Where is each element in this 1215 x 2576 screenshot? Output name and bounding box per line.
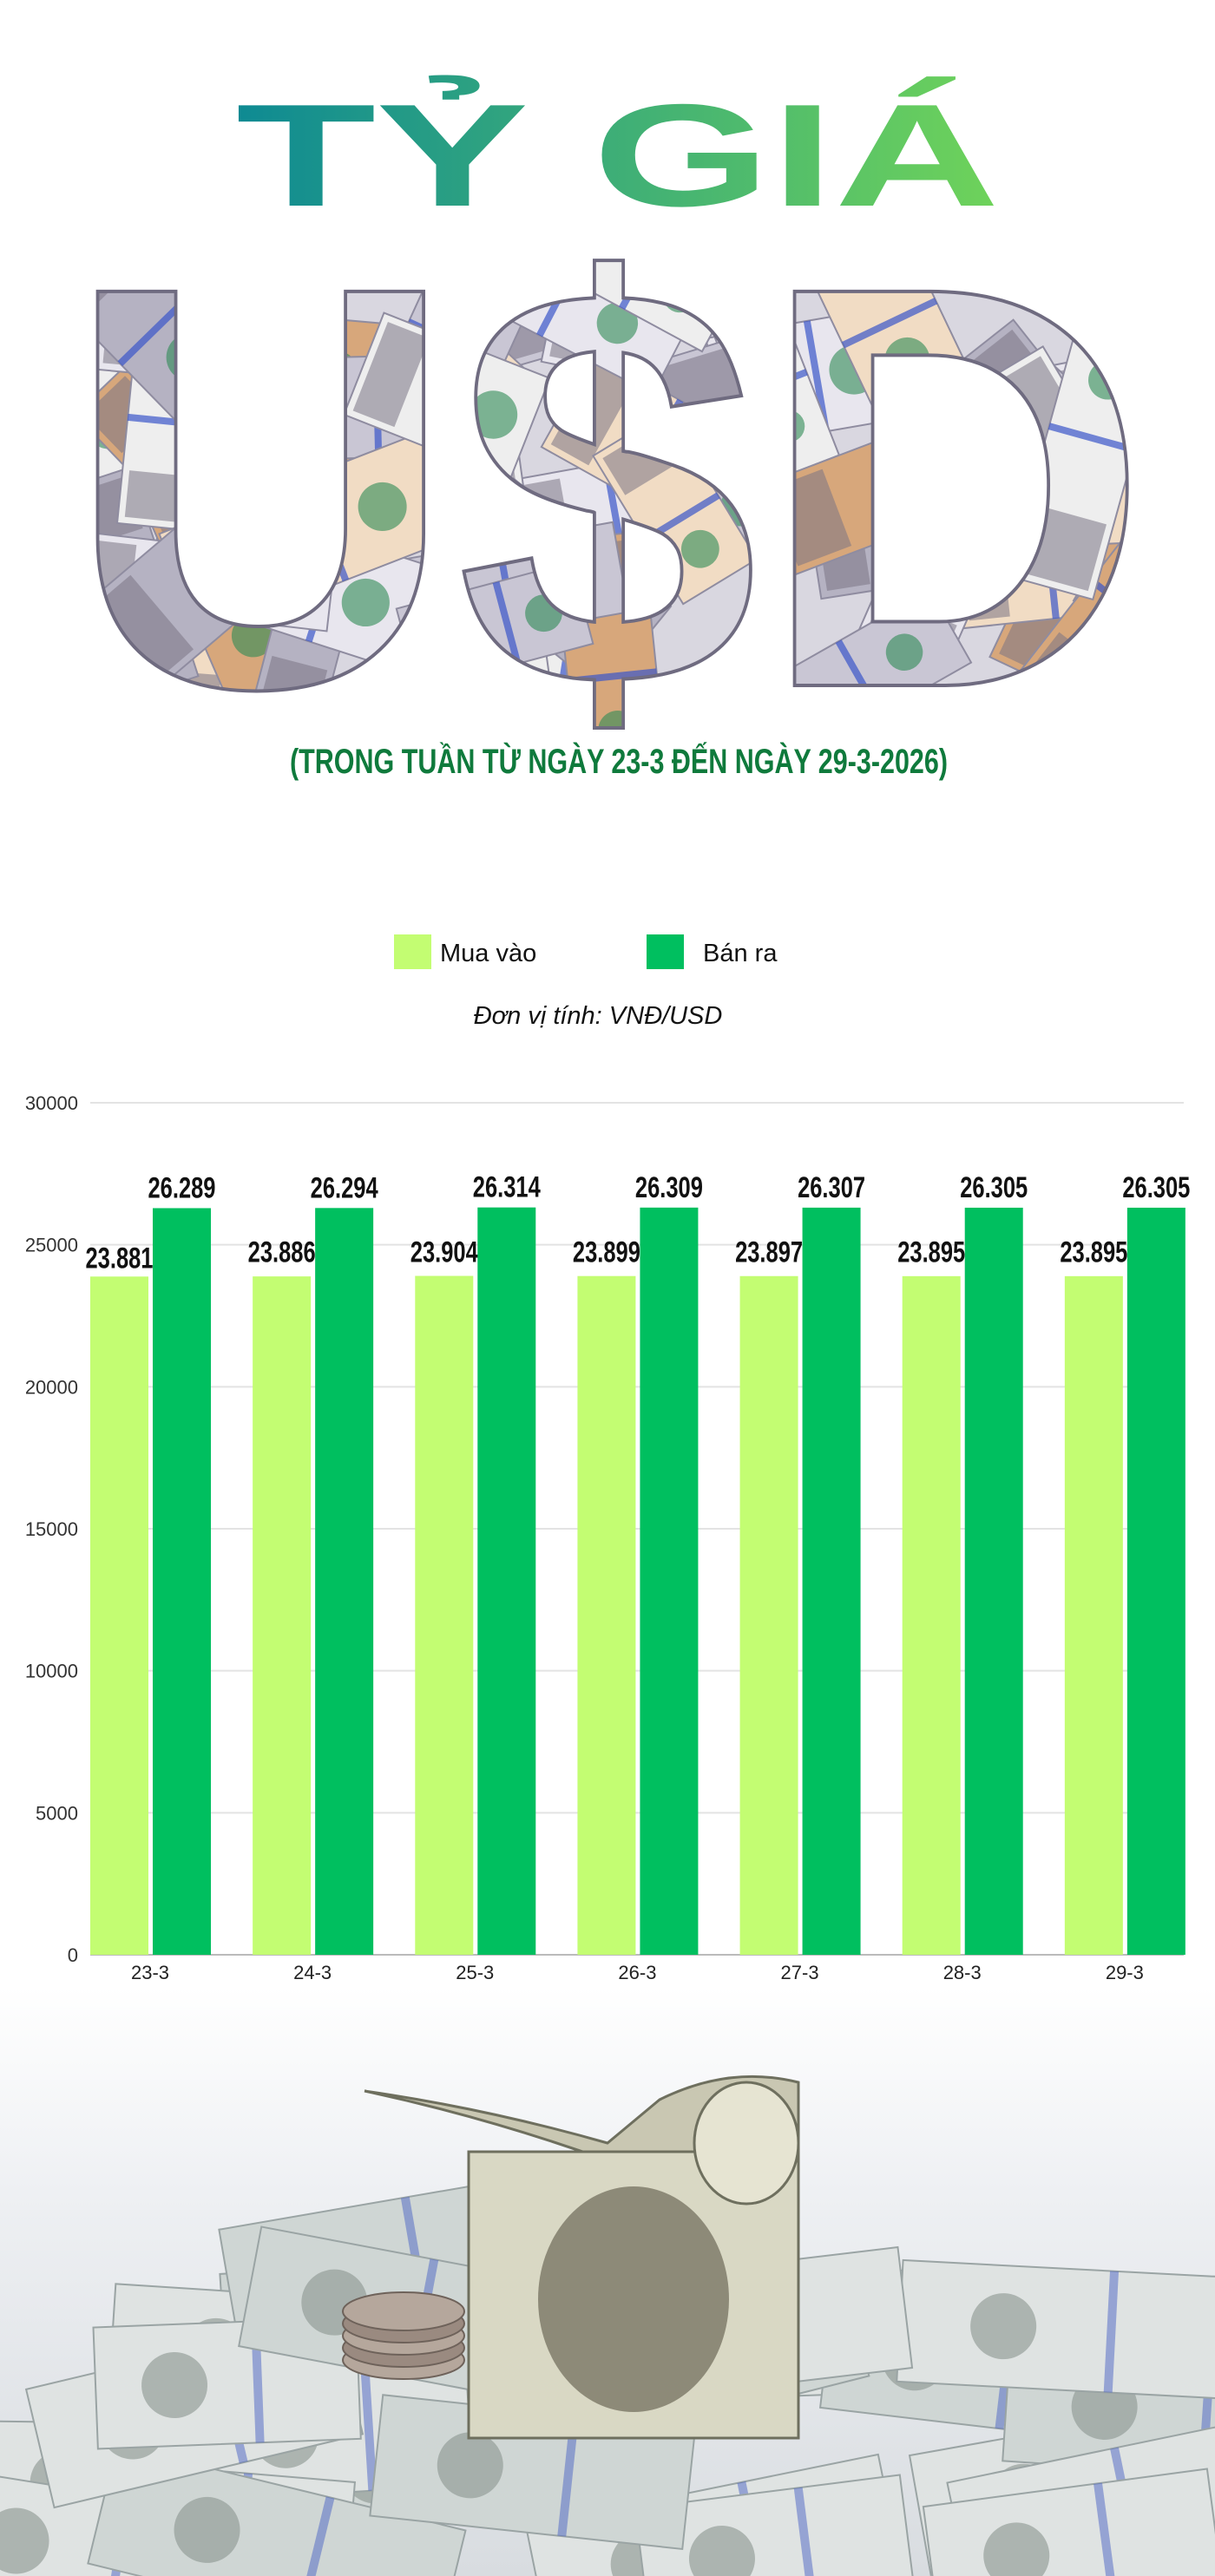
bar-sell — [1126, 1207, 1185, 1955]
value-label-sell: 26.305 — [1122, 1171, 1190, 1204]
value-label-sell: 26.307 — [798, 1171, 865, 1204]
money-photo — [0, 1987, 1215, 2576]
banknote-shape — [719, 588, 973, 783]
value-label-buy: 23.904 — [410, 1236, 478, 1269]
bar-buy — [90, 1276, 148, 1955]
banknote-shape — [896, 2258, 1215, 2401]
bar-buy — [739, 1275, 798, 1955]
x-tick-label: 26-3 — [618, 1962, 656, 1983]
banknote-shape — [794, 200, 974, 423]
value-label-buy: 23.895 — [897, 1236, 965, 1269]
bar-sell — [477, 1207, 536, 1955]
x-tick-label: 23-3 — [131, 1962, 169, 1983]
y-tick-label: 0 — [68, 1944, 78, 1966]
bar-buy — [902, 1275, 961, 1955]
value-label-buy: 23.895 — [1060, 1236, 1127, 1269]
x-tick-label: 25-3 — [456, 1962, 494, 1983]
banknote-shape — [74, 457, 331, 699]
value-label-buy: 23.886 — [248, 1236, 316, 1269]
chart-legend: Mua vào Bán ra — [394, 934, 778, 969]
banknote-shape — [592, 410, 759, 606]
bar-sell — [802, 1207, 861, 1955]
x-tick-label: 27-3 — [781, 1962, 819, 1983]
y-tick-label: 30000 — [25, 1092, 78, 1114]
value-label-sell: 26.314 — [473, 1171, 541, 1204]
unit-note: Đơn vị tính: VNĐ/USD — [474, 1002, 723, 1030]
value-label-sell: 26.309 — [635, 1171, 703, 1204]
bar-buy — [1064, 1275, 1123, 1955]
bar-buy — [415, 1275, 474, 1955]
banknote-shape — [342, 311, 551, 482]
value-label-sell: 26.294 — [311, 1171, 378, 1204]
banknote-shape — [1015, 506, 1150, 722]
bar-sell — [964, 1207, 1023, 1955]
bar-sell — [640, 1207, 699, 1955]
banknote-shape — [516, 182, 740, 353]
banknote-shape — [392, 175, 698, 396]
y-tick-label: 25000 — [25, 1235, 78, 1256]
usd-money-lettering — [65, 167, 1150, 791]
value-label-sell: 26.305 — [960, 1171, 1028, 1204]
y-tick-label: 15000 — [25, 1518, 78, 1540]
bar-chart: 0 5000 10000 15000 20000 25000 30000 23.881 26.2… — [25, 1092, 1191, 1983]
banknote-shape — [65, 201, 263, 430]
bar-buy — [253, 1276, 312, 1955]
usd-lettering-text: U$D — [65, 167, 1150, 807]
value-label-buy: 23.899 — [573, 1236, 640, 1269]
legend-swatch-buy — [394, 934, 431, 969]
banknote-shape — [634, 2474, 916, 2576]
x-tick-label: 29-3 — [1106, 1962, 1144, 1983]
bar-sell — [315, 1208, 374, 1955]
coin-shape — [342, 2291, 465, 2331]
banknote-shape — [87, 2444, 467, 2576]
bar-buy — [577, 1275, 636, 1955]
x-tick-label: 24-3 — [293, 1962, 332, 1983]
legend-swatch-sell — [647, 934, 684, 969]
banknote-shape — [922, 2468, 1215, 2576]
bar-sell — [153, 1208, 211, 1955]
value-label-buy: 23.897 — [735, 1236, 803, 1269]
value-label-sell: 26.289 — [148, 1171, 216, 1204]
banknote-roll — [364, 2075, 800, 2440]
y-tick-label: 10000 — [25, 1661, 78, 1682]
banknote-shape — [395, 560, 594, 692]
value-label-buy: 23.881 — [86, 1242, 154, 1275]
y-tick-label: 5000 — [36, 1802, 78, 1824]
legend-label-sell: Bán ra — [703, 940, 778, 967]
y-tick-label: 20000 — [25, 1376, 78, 1398]
legend-label-buy: Mua vào — [440, 940, 536, 967]
subtitle: (TRONG TUẦN TỪ NGÀY 23-3 ĐẾN NGÀY 29-3-2… — [290, 741, 948, 781]
banknote-shape — [1006, 308, 1150, 601]
banknote-shape — [759, 403, 1010, 577]
x-tick-label: 28-3 — [943, 1962, 982, 1983]
